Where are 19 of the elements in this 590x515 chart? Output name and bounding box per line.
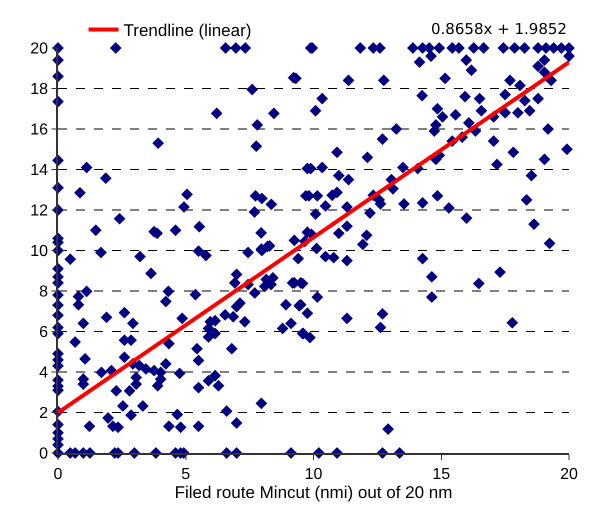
y-tick-label: 4	[39, 364, 48, 382]
y-tick-label: 12	[30, 202, 48, 220]
legend-label: Trendline (linear)	[124, 21, 252, 40]
y-tick-label: 10	[30, 243, 48, 260]
x-tick-label: 0	[54, 466, 63, 483]
y-tick-label: 18	[30, 81, 48, 98]
x-axis-title: Filed route Mincut (nmi) out of 20 nm	[174, 482, 452, 502]
y-tick-label: 6	[39, 324, 48, 342]
y-tick-label: 14	[30, 162, 48, 180]
text: 0.8658x + 1.9852	[431, 20, 567, 38]
x-tick-label: 5	[181, 466, 190, 483]
y-tick-label: 8	[39, 284, 48, 301]
x-tick-label: 20	[560, 466, 578, 483]
y-tick-label: 16	[30, 122, 48, 139]
x-tick-label: 10	[304, 466, 322, 483]
y-tick-label: 20	[30, 40, 48, 58]
y-tick-label: 2	[39, 405, 48, 422]
x-tick-label: 15	[432, 466, 450, 483]
y-tick-label: 0	[39, 446, 48, 463]
